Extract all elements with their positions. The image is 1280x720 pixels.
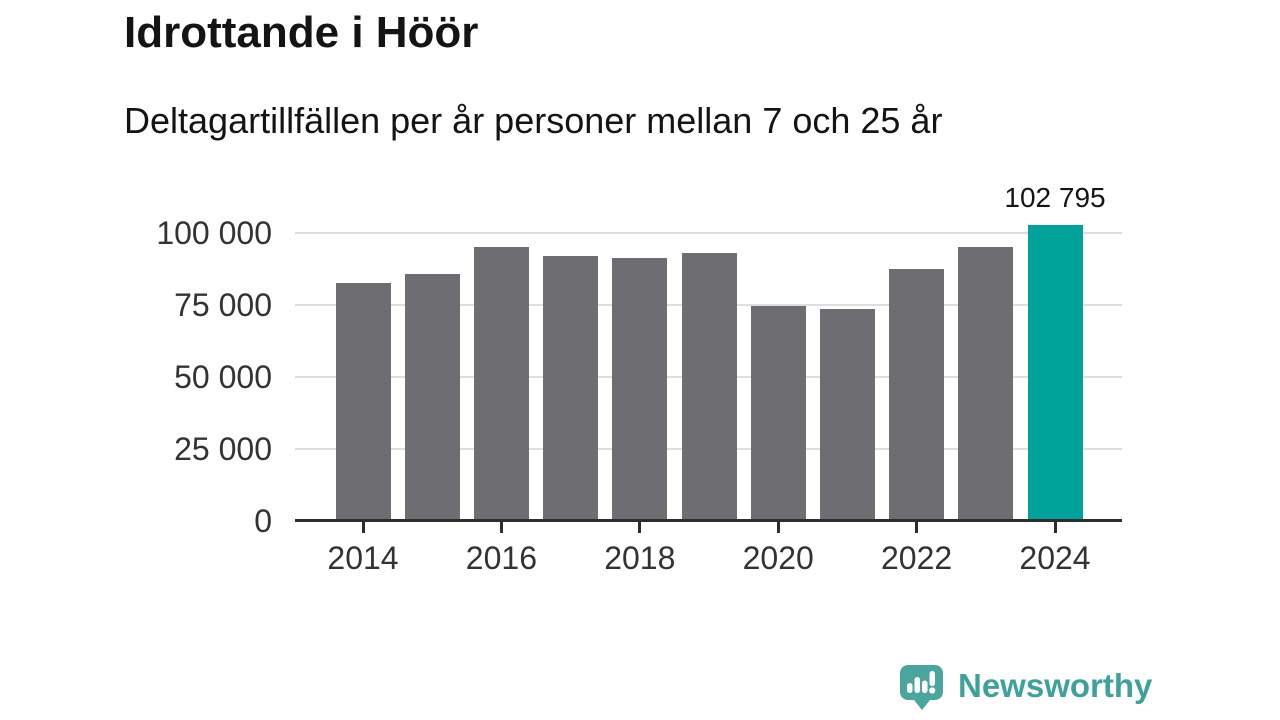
bar-2016 bbox=[473, 246, 529, 521]
x-axis-tick-label: 2022 bbox=[881, 540, 953, 576]
bar-2024 bbox=[1027, 224, 1083, 521]
chart-subtitle: Deltagartillfällen per år personer mella… bbox=[124, 100, 943, 141]
x-axis-line bbox=[295, 519, 1122, 522]
y-gridline bbox=[295, 232, 1122, 234]
newsworthy-logo-icon bbox=[900, 665, 943, 710]
brand-footer: Newsworthy bbox=[899, 664, 1152, 714]
logo-bar-medium bbox=[922, 680, 928, 693]
bar-2014 bbox=[335, 283, 391, 521]
logo-exclamation-stem bbox=[929, 671, 935, 686]
y-axis-tick-label: 75 000 bbox=[174, 287, 272, 323]
y-axis-tick-label: 100 000 bbox=[156, 215, 272, 251]
bar-2022 bbox=[889, 269, 945, 521]
bar-2018 bbox=[612, 258, 668, 521]
bar-2017 bbox=[543, 256, 599, 521]
bar-2015 bbox=[404, 274, 460, 521]
x-axis-tick bbox=[915, 522, 919, 533]
chart-title: Idrottande i Höör bbox=[124, 8, 479, 57]
bar-2019 bbox=[681, 253, 737, 521]
bar-2020 bbox=[750, 305, 806, 521]
x-axis-tick-label: 2014 bbox=[327, 540, 399, 576]
x-axis-tick-label: 2018 bbox=[604, 540, 676, 576]
x-axis-tick-label: 2020 bbox=[742, 540, 814, 576]
x-axis-tick bbox=[776, 522, 780, 533]
logo-bar-tall bbox=[914, 677, 920, 693]
logo-bubble-shape bbox=[900, 665, 943, 710]
brand-name: Newsworthy bbox=[958, 667, 1153, 704]
x-axis-tick bbox=[361, 522, 365, 533]
bar-2023 bbox=[958, 247, 1014, 521]
x-axis-tick-label: 2024 bbox=[1019, 540, 1091, 576]
y-axis-tick-label: 0 bbox=[254, 503, 272, 539]
y-axis-tick-label: 50 000 bbox=[174, 359, 272, 395]
logo-exclamation-dot bbox=[929, 687, 936, 694]
y-axis-tick-label: 25 000 bbox=[174, 431, 272, 467]
x-axis-tick-label: 2016 bbox=[465, 540, 537, 576]
highlight-value-label: 102 795 bbox=[1004, 181, 1106, 213]
x-axis-tick bbox=[499, 522, 503, 533]
bar-2021 bbox=[819, 309, 875, 521]
x-axis-tick bbox=[1053, 522, 1057, 533]
x-axis-tick bbox=[638, 522, 642, 533]
logo-bar-small bbox=[907, 683, 913, 693]
